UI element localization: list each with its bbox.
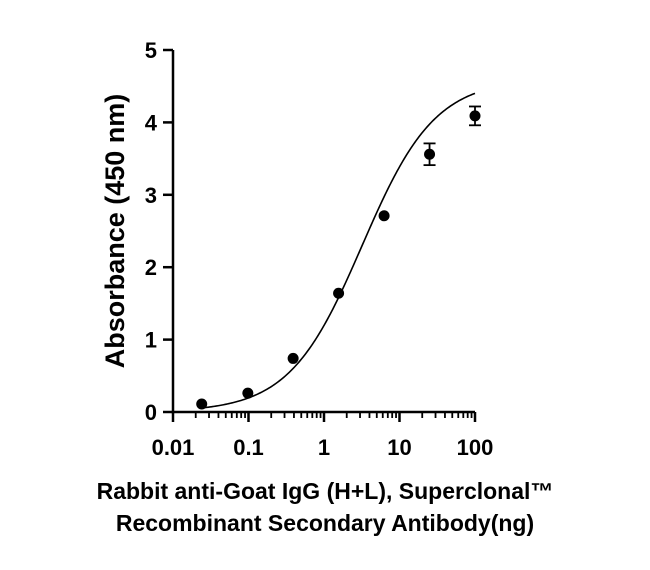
x-axis-title-line-1: Rabbit anti-Goat IgG (H+L), Superclonal™ xyxy=(97,478,554,504)
x-tick-label: 10 xyxy=(387,435,411,460)
x-tick-label: 0.01 xyxy=(152,435,195,460)
data-point xyxy=(333,287,345,299)
data-point xyxy=(242,387,254,399)
y-ticks: 0 1 2 3 4 5 xyxy=(145,38,173,425)
y-tick-label: 3 xyxy=(145,183,157,208)
x-ticks: 0.01 0.1 1 10 100 xyxy=(152,412,494,460)
data-point xyxy=(196,398,208,410)
y-axis-title: Absorbance (450 nm) xyxy=(100,94,130,369)
data-point xyxy=(378,210,390,222)
y-tick-label: 1 xyxy=(145,328,157,353)
x-tick-label: 1 xyxy=(318,435,330,460)
x-tick-label: 0.1 xyxy=(233,435,264,460)
y-tick-label: 2 xyxy=(145,255,157,280)
data-point xyxy=(424,148,436,160)
plot-area xyxy=(196,92,481,410)
axes xyxy=(171,50,475,414)
fit-curve xyxy=(201,92,476,409)
y-tick-label: 0 xyxy=(145,400,157,425)
x-axis-title-line-2: Recombinant Secondary Antibody(ng) xyxy=(116,510,534,536)
x-tick-label: 100 xyxy=(457,435,494,460)
y-tick-label: 5 xyxy=(145,38,157,63)
y-tick-label: 4 xyxy=(145,110,158,135)
data-point xyxy=(287,352,299,364)
data-point xyxy=(469,110,481,122)
